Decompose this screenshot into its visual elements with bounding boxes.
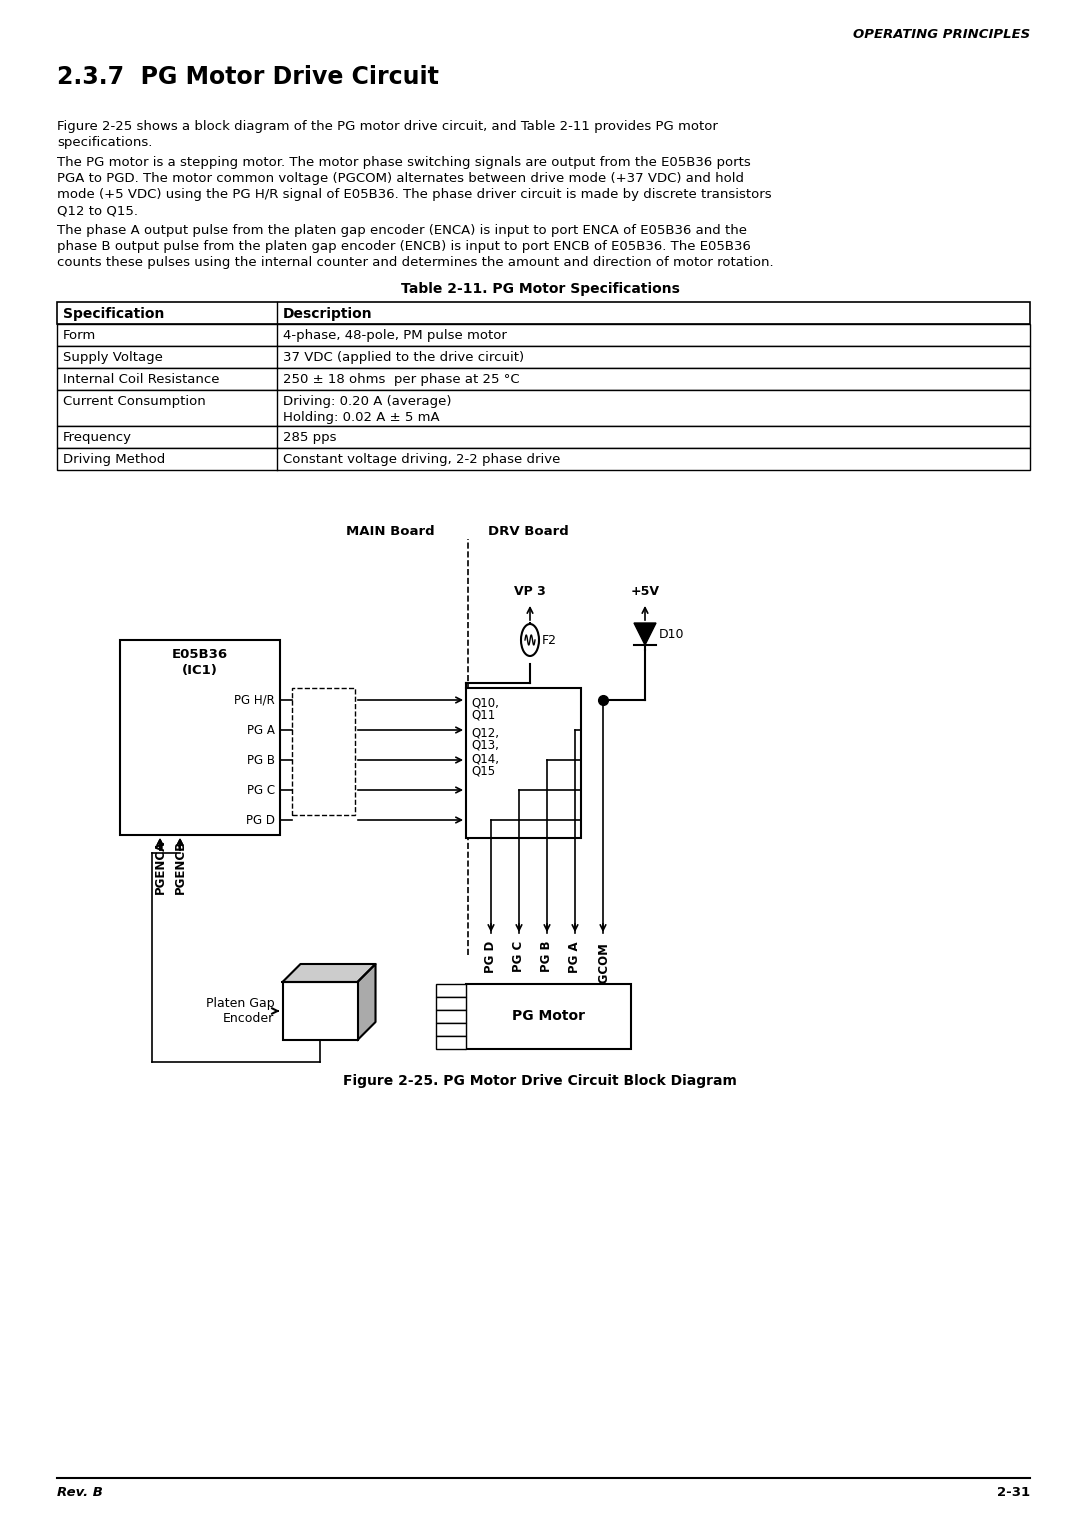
Text: PG B: PG B — [247, 753, 275, 767]
Bar — [120, 640, 280, 834]
Text: Q12,: Q12, — [471, 726, 499, 740]
Bar — [57, 368, 1030, 390]
Bar — [283, 983, 357, 1041]
Text: Frequency: Frequency — [63, 431, 132, 445]
Text: (IC1): (IC1) — [183, 665, 218, 677]
Text: Driving: 0.20 A (average): Driving: 0.20 A (average) — [283, 396, 451, 408]
Text: specifications.: specifications. — [57, 136, 152, 150]
Text: PG B: PG B — [540, 941, 554, 972]
Text: Specification: Specification — [63, 307, 164, 321]
Bar — [57, 426, 1030, 448]
Text: Platen Gap: Platen Gap — [206, 996, 274, 1010]
Text: +5V: +5V — [631, 585, 660, 597]
Text: Figure 2-25 shows a block diagram of the PG motor drive circuit, and Table 2-11 : Figure 2-25 shows a block diagram of the… — [57, 121, 718, 133]
Text: 4-phase, 48-pole, PM pulse motor: 4-phase, 48-pole, PM pulse motor — [283, 329, 507, 342]
Ellipse shape — [521, 623, 539, 656]
Text: Supply Voltage: Supply Voltage — [63, 351, 163, 364]
Text: PG D: PG D — [246, 813, 275, 827]
Text: Encoder: Encoder — [224, 1013, 274, 1025]
Text: F2: F2 — [542, 634, 557, 646]
Bar — [436, 1010, 465, 1022]
Text: PG Motor: PG Motor — [512, 1008, 585, 1024]
Text: Q15: Q15 — [471, 766, 495, 778]
Text: PGENCB: PGENCB — [174, 840, 187, 894]
Text: The PG motor is a stepping motor. The motor phase switching signals are output f: The PG motor is a stepping motor. The mo… — [57, 156, 751, 170]
Text: mode (+5 VDC) using the PG H/R signal of E05B36. The phase driver circuit is mad: mode (+5 VDC) using the PG H/R signal of… — [57, 188, 771, 202]
Text: PGCOM: PGCOM — [596, 941, 609, 990]
Bar — [436, 1036, 465, 1048]
Text: PG C: PG C — [513, 941, 526, 972]
Bar — [436, 984, 465, 996]
Text: E05B36: E05B36 — [172, 648, 228, 662]
Text: PGENCA: PGENCA — [153, 840, 166, 894]
Polygon shape — [357, 964, 376, 1041]
Text: OPERATING PRINCIPLES: OPERATING PRINCIPLES — [853, 28, 1030, 41]
Bar — [465, 688, 581, 837]
Text: 250 ± 18 ohms  per phase at 25 °C: 250 ± 18 ohms per phase at 25 °C — [283, 373, 519, 387]
Text: PG A: PG A — [247, 723, 275, 736]
Text: 2.3.7  PG Motor Drive Circuit: 2.3.7 PG Motor Drive Circuit — [57, 66, 438, 89]
Text: 2-31: 2-31 — [997, 1487, 1030, 1499]
Text: MAIN Board: MAIN Board — [346, 526, 434, 538]
Text: PG D: PG D — [485, 941, 498, 973]
Polygon shape — [634, 623, 656, 645]
Text: Rev. B: Rev. B — [57, 1487, 103, 1499]
Text: Description: Description — [283, 307, 373, 321]
Text: Q12 to Q15.: Q12 to Q15. — [57, 205, 138, 217]
Text: PG A: PG A — [568, 941, 581, 973]
Text: 37 VDC (applied to the drive circuit): 37 VDC (applied to the drive circuit) — [283, 351, 524, 364]
Polygon shape — [283, 964, 376, 983]
Text: Table 2-11. PG Motor Specifications: Table 2-11. PG Motor Specifications — [401, 283, 679, 296]
Text: Constant voltage driving, 2-2 phase drive: Constant voltage driving, 2-2 phase driv… — [283, 452, 561, 466]
Text: DRV Board: DRV Board — [488, 526, 569, 538]
Bar — [57, 390, 1030, 426]
Text: counts these pulses using the internal counter and determines the amount and dir: counts these pulses using the internal c… — [57, 257, 773, 269]
Text: PG H/R: PG H/R — [234, 694, 275, 706]
Text: Q14,: Q14, — [471, 752, 499, 766]
Bar — [436, 1022, 465, 1036]
Bar — [292, 688, 355, 814]
Text: Q11: Q11 — [471, 709, 496, 723]
Bar — [436, 996, 465, 1010]
Text: phase B output pulse from the platen gap encoder (ENCB) is input to port ENCB of: phase B output pulse from the platen gap… — [57, 240, 751, 254]
Text: VP 3: VP 3 — [514, 585, 545, 597]
Text: Holding: 0.02 A ± 5 mA: Holding: 0.02 A ± 5 mA — [283, 411, 440, 423]
Bar — [465, 984, 631, 1048]
Bar — [57, 324, 1030, 345]
Text: Q10,: Q10, — [471, 695, 499, 709]
Text: Figure 2-25. PG Motor Drive Circuit Block Diagram: Figure 2-25. PG Motor Drive Circuit Bloc… — [343, 1074, 737, 1088]
Text: Q13,: Q13, — [471, 740, 499, 752]
Bar — [57, 303, 1030, 324]
Bar — [57, 448, 1030, 471]
Text: 285 pps: 285 pps — [283, 431, 337, 445]
Text: Current Consumption: Current Consumption — [63, 396, 206, 408]
Text: D10: D10 — [659, 628, 685, 640]
Text: PGA to PGD. The motor common voltage (PGCOM) alternates between drive mode (+37 : PGA to PGD. The motor common voltage (PG… — [57, 173, 744, 185]
Text: The phase A output pulse from the platen gap encoder (ENCA) is input to port ENC: The phase A output pulse from the platen… — [57, 225, 747, 237]
Text: PG C: PG C — [247, 784, 275, 796]
Text: Driving Method: Driving Method — [63, 452, 165, 466]
Bar — [57, 345, 1030, 368]
Text: Form: Form — [63, 329, 96, 342]
Text: Internal Coil Resistance: Internal Coil Resistance — [63, 373, 219, 387]
